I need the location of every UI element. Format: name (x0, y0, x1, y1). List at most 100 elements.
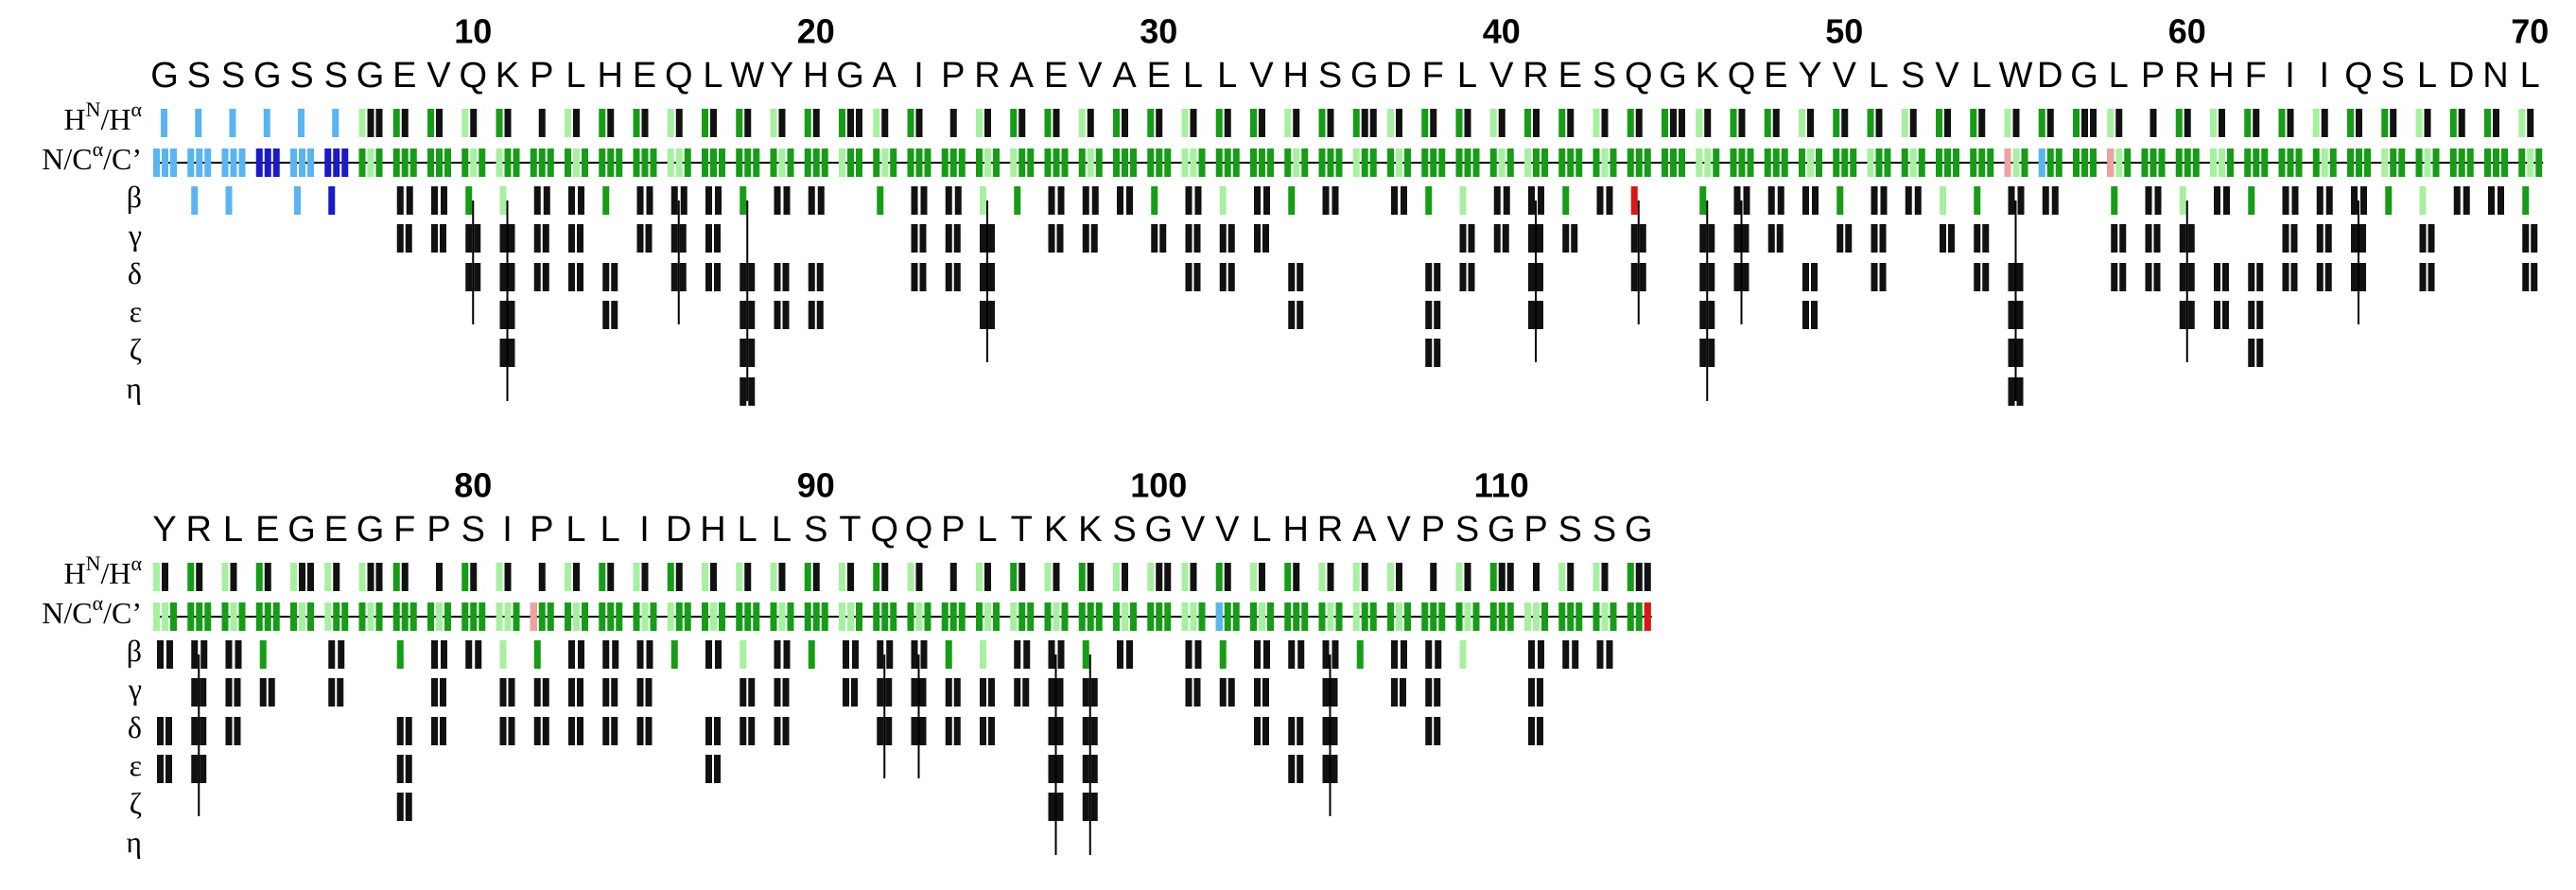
assignment-bar (988, 224, 995, 253)
assignment-bar (499, 678, 507, 707)
assignment-bar (2111, 186, 2118, 215)
assignment-bar (1250, 109, 1257, 137)
assignment-bar (2428, 224, 2435, 253)
assignment-bar (1014, 186, 1021, 215)
assignment-bar (2522, 263, 2530, 291)
assignment-bar (1841, 109, 1849, 137)
assignment-bar (744, 602, 752, 631)
assignment-bar (1455, 563, 1463, 591)
assignment-bar (2381, 109, 2389, 137)
assignment-bar (1836, 186, 1844, 215)
assignment-bar (1147, 563, 1155, 591)
assignment-bar (513, 602, 520, 631)
assignment-bar (602, 263, 610, 291)
residue-letter: D (1385, 56, 1411, 96)
assignment-bar (1845, 224, 1853, 253)
assignment-bar (675, 148, 683, 177)
assignment-bar (470, 148, 478, 177)
assignment-bar (328, 186, 336, 215)
assignment-bar (1627, 109, 1634, 137)
assignment-bar (1630, 263, 1638, 291)
assignment-bar (1506, 602, 1514, 631)
assignment-bar (744, 109, 752, 137)
assignment-bar (719, 602, 725, 631)
assignment-bar (1215, 148, 1223, 177)
assignment-bar (1288, 717, 1296, 745)
residue-letter: D (2037, 56, 2063, 96)
assignment-bar (993, 602, 1000, 631)
assignment-bar (2090, 109, 2097, 137)
assignment-bar (568, 263, 575, 291)
assignment-bar (2046, 148, 2054, 177)
assignment-bar (877, 717, 884, 745)
assignment-bar (2424, 148, 2431, 177)
assignment-bar (470, 602, 478, 631)
assignment-bar (705, 755, 712, 783)
assignment-bar (2390, 109, 2397, 137)
assignment-bar (2004, 148, 2011, 177)
assignment-bar (1699, 339, 1707, 367)
assignment-bar (645, 224, 653, 253)
assignment-bar (2046, 109, 2054, 137)
assignment-bar (221, 563, 229, 591)
assignment-bar (255, 563, 263, 591)
assignment-bar (1259, 148, 1265, 177)
track-label: β (127, 634, 142, 668)
assignment-bar (1639, 224, 1646, 253)
assignment-bar (1044, 148, 1052, 177)
assignment-bar (375, 602, 383, 631)
assignment-bar (508, 678, 515, 707)
residue-letter: S (1593, 510, 1616, 550)
assignment-bar (431, 717, 438, 745)
track-label-part: η (126, 371, 142, 405)
assignment-bar (392, 109, 400, 137)
residue-letter: A (873, 56, 897, 96)
assignment-bar (573, 563, 580, 591)
assignment-bar (667, 563, 674, 591)
assignment-bar (2214, 263, 2220, 291)
assignment-bar (1056, 755, 1064, 783)
assignment-bar (941, 602, 949, 631)
assignment-bar (504, 148, 512, 177)
assignment-bar (2081, 109, 2088, 137)
assignment-bar (980, 717, 986, 745)
assignment-bar (1361, 563, 1368, 591)
residue-number: 40 (1483, 12, 1521, 51)
assignment-bar (157, 755, 164, 783)
assignment-bar (324, 602, 332, 631)
assignment-bar (1095, 602, 1103, 631)
assignment-bar (748, 377, 756, 406)
residue-letter: L (2417, 56, 2437, 96)
assignment-bar (911, 678, 918, 707)
assignment-bar (633, 148, 640, 177)
assignment-bar (816, 263, 824, 291)
assignment-bar (405, 224, 412, 253)
assignment-bar (1356, 640, 1364, 669)
assignment-bar (714, 224, 721, 253)
assignment-bar (268, 678, 275, 707)
assignment-bar (839, 563, 845, 591)
assignment-bar (2153, 224, 2161, 253)
residue-letter: G (287, 510, 316, 550)
residue-letter: L (1972, 56, 1992, 96)
assignment-bar (1164, 148, 1172, 177)
assignment-bar (1696, 148, 1703, 177)
track-label-part: α (93, 137, 104, 161)
assignment-bar (945, 224, 952, 253)
assignment-bar (2453, 186, 2461, 215)
assignment-bar (915, 148, 923, 177)
assignment-bar (1528, 263, 1535, 291)
assignment-bar (440, 678, 446, 707)
assignment-bar (234, 678, 241, 707)
assignment-bar (1593, 602, 1600, 631)
assignment-bar (984, 563, 991, 591)
assignment-bar (748, 263, 756, 291)
assignment-bar (2175, 148, 2183, 177)
assignment-bar (1571, 224, 1578, 253)
track-label: N/Cα/C’ (42, 137, 142, 177)
assignment-bar (1087, 563, 1094, 591)
assignment-bar (1048, 755, 1055, 783)
assignment-bar (543, 186, 550, 215)
assignment-bar (166, 640, 173, 669)
assignment-bar (980, 186, 986, 215)
